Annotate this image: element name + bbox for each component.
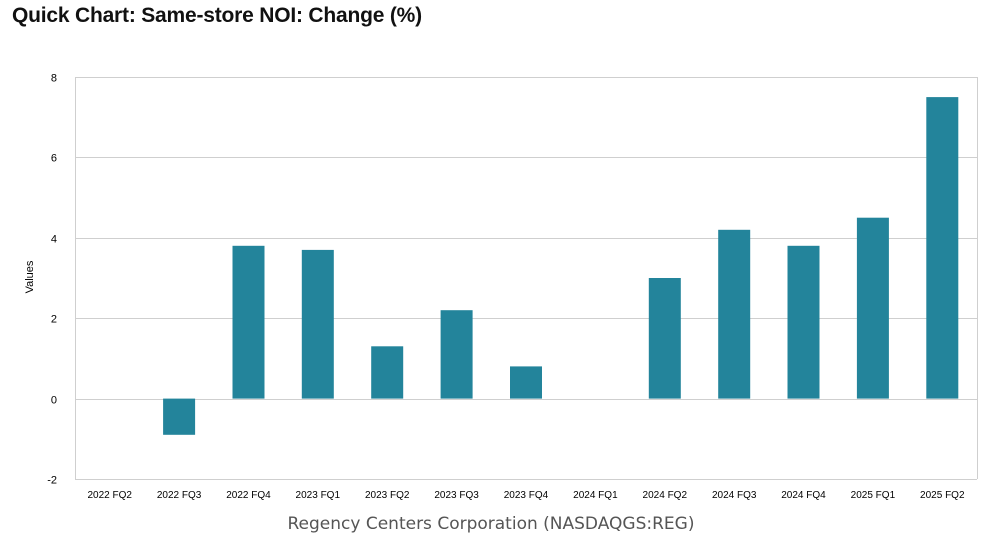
x-tick-label: 2025 FQ2 [920,490,965,501]
x-tick-label: 2024 FQ2 [643,490,688,501]
bar [648,278,681,399]
y-tick-label: 2 [51,314,57,326]
bar [163,398,196,435]
y-tick-label: 6 [51,153,57,165]
bar [301,249,334,399]
bar [718,229,751,399]
x-tick-label: 2022 FQ3 [157,490,202,501]
x-tick-label: 2024 FQ3 [712,490,757,501]
x-tick-label: 2023 FQ3 [434,490,479,501]
y-tick-labels: -2 0 2 4 6 8 [47,73,57,487]
x-tick-label: 2024 FQ1 [573,490,618,501]
y-axis-label: Values [24,260,36,293]
x-tick-label: 2022 FQ2 [87,490,132,501]
bar-chart: -2 0 2 4 6 8 2022 FQ2 2022 FQ3 2022 FQ4 2023 FQ1… [24,73,978,501]
y-tick-label: 0 [51,395,57,407]
x-tick-label: 2023 FQ1 [296,490,341,501]
x-tick-label: 2022 FQ4 [226,490,271,501]
bar [440,310,473,399]
x-tick-labels: 2022 FQ2 2022 FQ3 2022 FQ4 2023 FQ1 2023 FQ2… [87,490,965,501]
y-tick-label: 4 [51,234,57,246]
x-tick-label: 2025 FQ1 [851,490,896,501]
chart-title: Quick Chart: Same-store NOI: Change (%) [12,4,422,27]
x-tick-label: 2024 FQ4 [781,490,826,501]
bar [787,245,820,399]
x-tick-label: 2023 FQ4 [504,490,549,501]
bar [371,346,404,399]
bar [232,245,265,399]
x-tick-label: 2023 FQ2 [365,490,410,501]
grid-lines [75,77,978,480]
y-tick-label: -2 [47,475,57,487]
bar [856,217,889,399]
bars [163,97,959,435]
bar [926,97,959,399]
chart-subtitle: Regency Centers Corporation (NASDAQGS:RE… [287,514,695,534]
bar [510,366,542,399]
y-tick-label: 8 [51,73,57,85]
